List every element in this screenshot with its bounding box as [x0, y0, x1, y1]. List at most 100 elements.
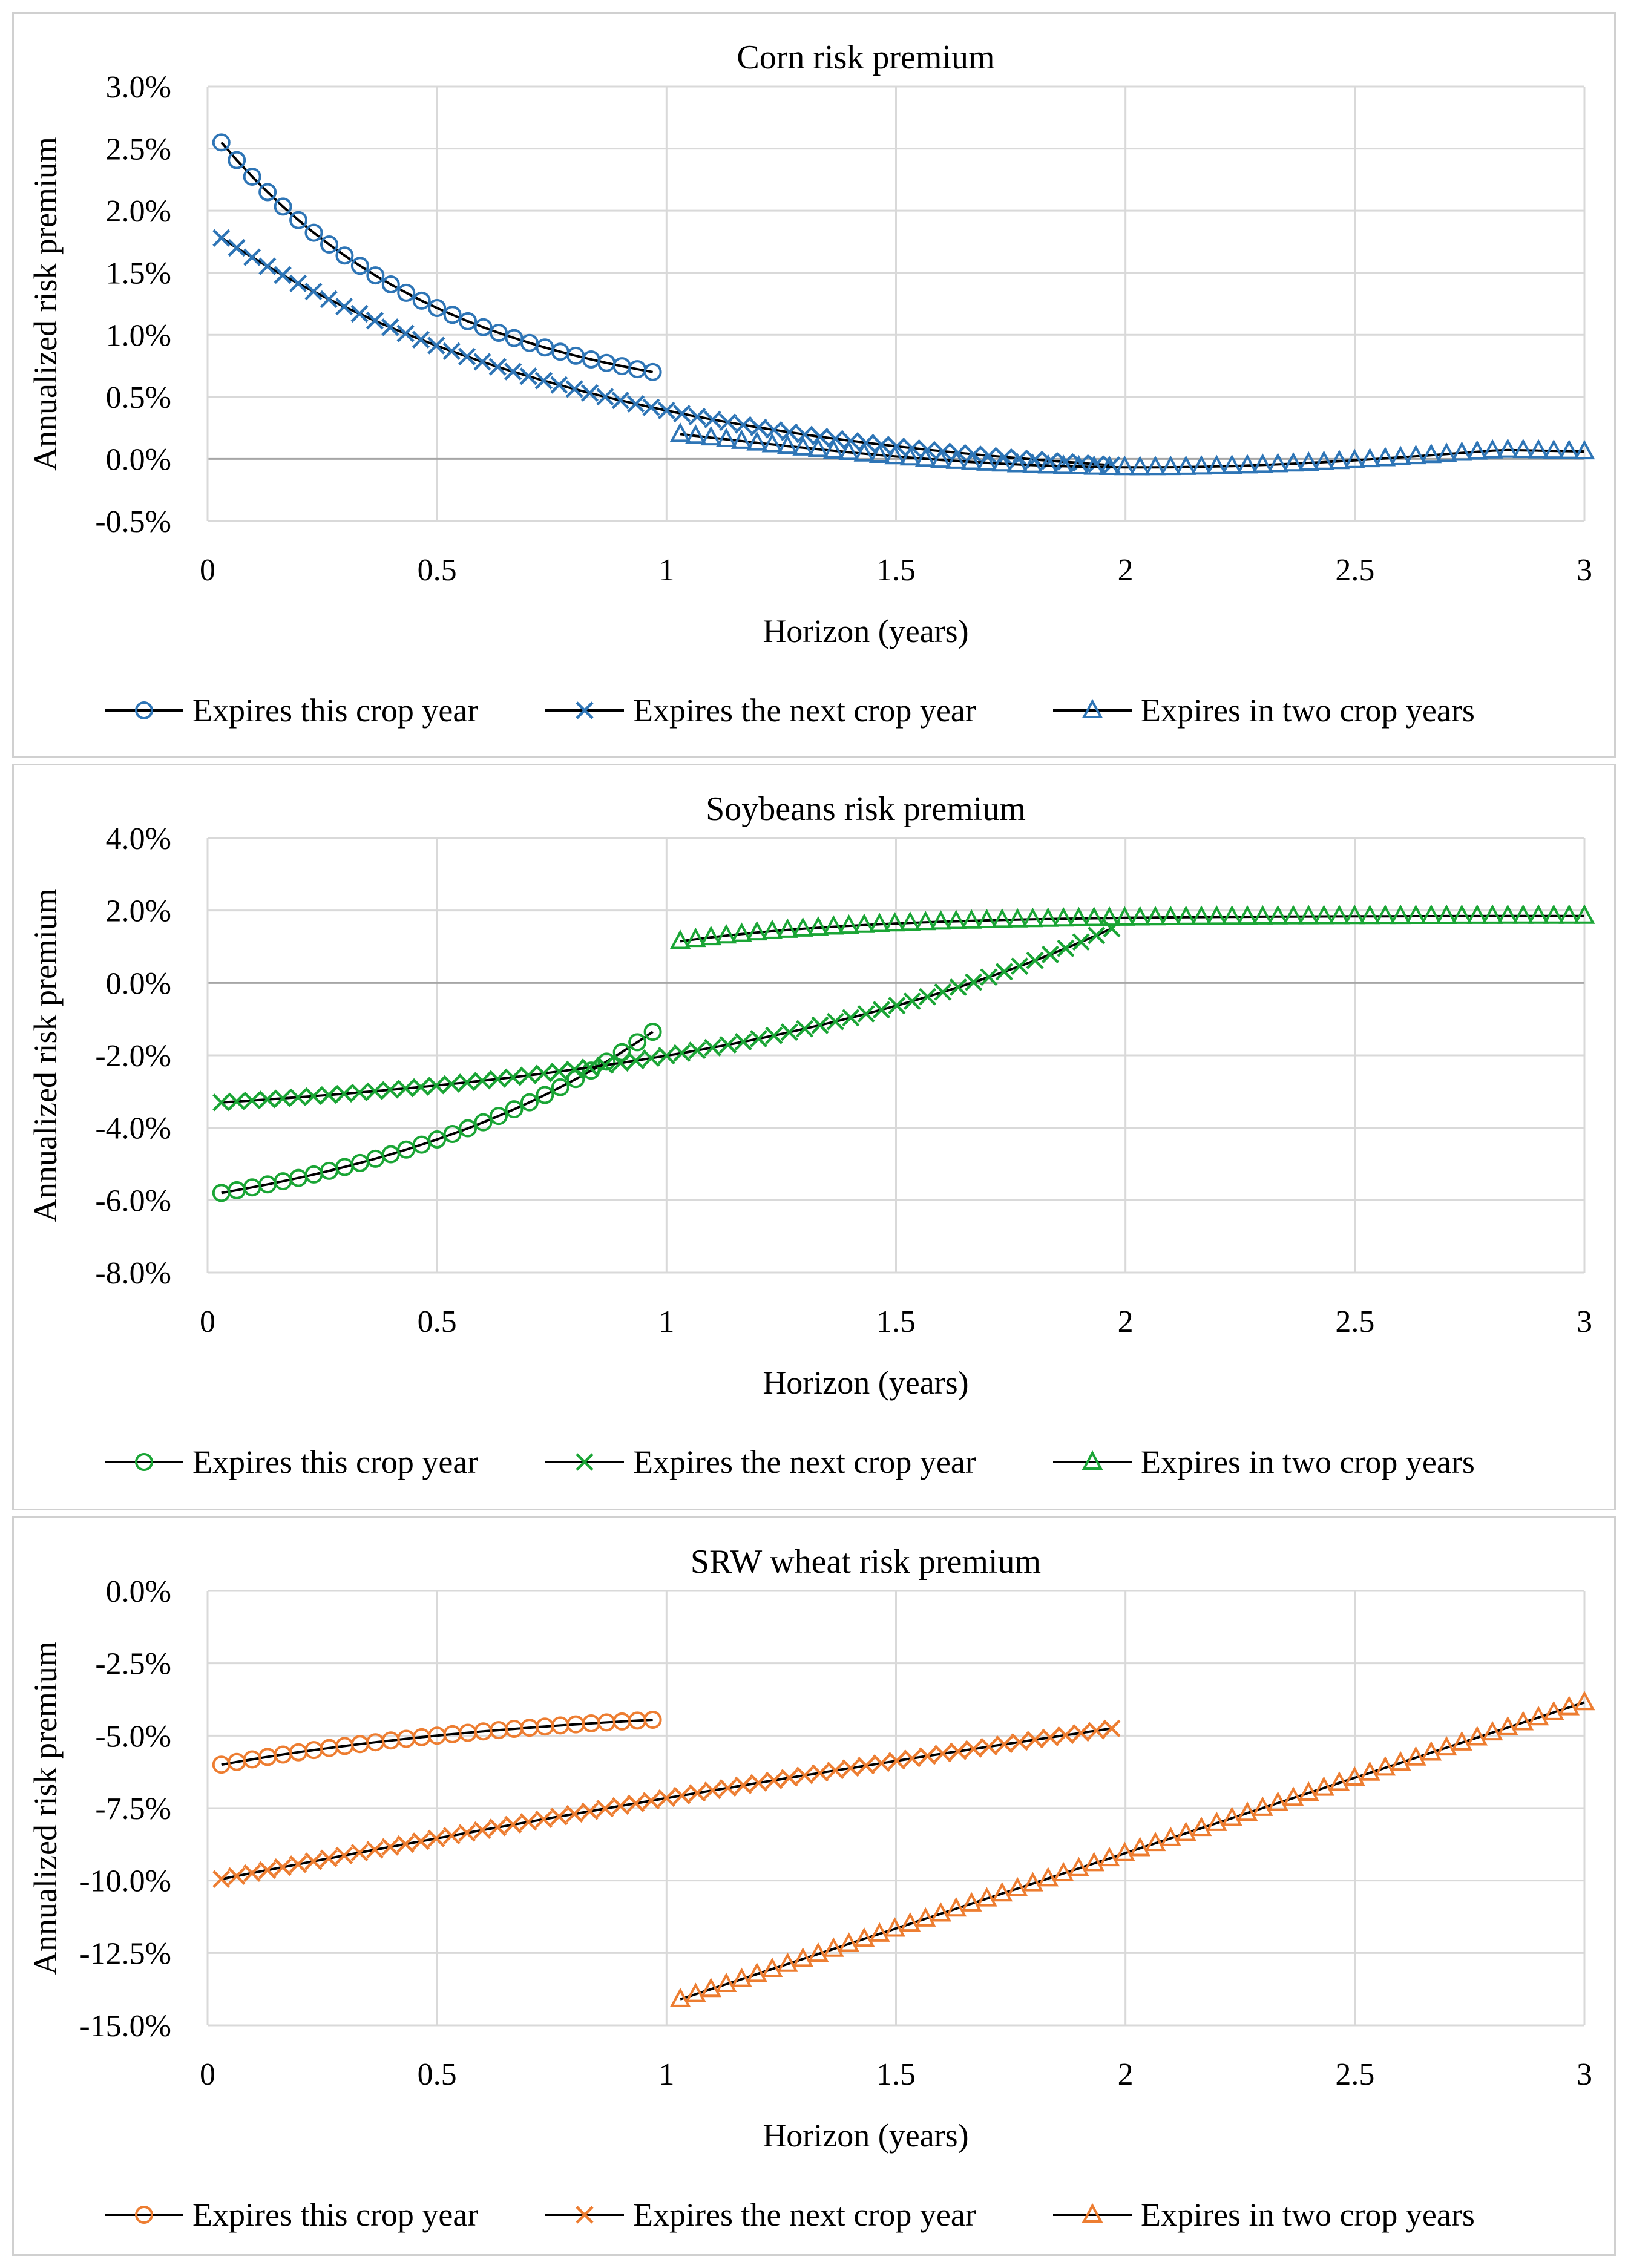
- triangle-marker: [976, 451, 997, 471]
- triangle-marker: [1252, 453, 1273, 473]
- series-line: [680, 1701, 1585, 2001]
- x-marker: [642, 1792, 660, 1810]
- circle-marker: [520, 1093, 539, 1112]
- x-tick-label: 2.5: [1335, 2057, 1374, 2092]
- y-tick-label: -2.5%: [95, 1647, 171, 1682]
- x-marker: [274, 1089, 292, 1107]
- triangle-marker: [746, 1962, 768, 1982]
- triangle-marker: [868, 913, 890, 932]
- triangle-marker: [1359, 447, 1380, 468]
- triangle-marker: [899, 1912, 921, 1932]
- x-marker: [673, 404, 691, 423]
- triangle-marker: [1206, 454, 1227, 474]
- x-marker: [534, 1810, 553, 1829]
- x-marker: [657, 1789, 675, 1808]
- x-marker: [642, 1049, 660, 1067]
- triangle-marker: [685, 927, 706, 948]
- triangle-marker: [838, 441, 859, 460]
- triangle-marker: [1497, 438, 1518, 458]
- y-tick-label: -6.0%: [95, 1184, 171, 1218]
- series-two-crop-years: [669, 904, 1595, 949]
- triangle-marker: [1482, 904, 1503, 924]
- legend-triangle-marker: [1082, 698, 1103, 718]
- triangle-marker: [838, 914, 859, 934]
- x-marker: [289, 1855, 307, 1873]
- x-marker: [519, 367, 537, 385]
- triangle-marker: [1098, 906, 1120, 926]
- triangle-marker: [1574, 439, 1595, 460]
- x-marker: [596, 1800, 614, 1818]
- triangle-marker: [1574, 904, 1595, 924]
- y-tick-label: -10.0%: [79, 1864, 171, 1899]
- legend-circle-marker: [135, 701, 153, 719]
- wheat-chart-panel: SRW wheat risk premium -15.0% -12.5% -10.0%…: [12, 1516, 1616, 2256]
- y-tick-label: -8.0%: [95, 1256, 171, 1291]
- x-marker: [565, 1060, 583, 1078]
- legend-label: Expires the next crop year: [633, 2197, 976, 2233]
- legend: Expires this crop year Expires the next c…: [105, 1444, 1475, 1480]
- circle-marker: [643, 1023, 662, 1041]
- triangle-marker: [807, 1942, 829, 1962]
- x-marker: [488, 358, 507, 376]
- x-marker: [734, 1776, 752, 1794]
- chart-title: SRW wheat risk premium: [691, 1543, 1041, 1581]
- x-marker: [458, 1824, 476, 1842]
- x-marker: [320, 1849, 338, 1867]
- x-marker: [335, 1084, 353, 1103]
- triangle-marker: [700, 1978, 722, 1998]
- triangle-marker: [1405, 1746, 1426, 1766]
- x-marker: [442, 1075, 461, 1093]
- x-marker: [534, 1064, 553, 1083]
- x-marker: [458, 1073, 476, 1092]
- gridlines: [206, 1590, 1586, 2027]
- triangle-marker: [1282, 452, 1304, 472]
- x-marker: [765, 1026, 783, 1044]
- x-tick-label: 2: [1118, 1305, 1134, 1339]
- x-tick-label: 1.5: [876, 1305, 916, 1339]
- circle-marker: [551, 1078, 569, 1096]
- triangle-marker: [1006, 908, 1028, 928]
- x-marker: [1041, 945, 1060, 963]
- legend-item-this-crop-year: Expires this crop year: [105, 692, 478, 729]
- legend-triangle-marker: [1082, 2203, 1103, 2223]
- corn-chart-panel: Corn risk premium -0.5% 0.0% 0.5% 1.0% 1.5% 2.…: [12, 12, 1616, 758]
- legend-label: Expires this crop year: [192, 1444, 478, 1480]
- x-marker: [749, 418, 768, 436]
- x-marker: [980, 968, 998, 986]
- legend: Expires this crop year Expires the next c…: [105, 2197, 1475, 2233]
- x-tick-label: 2: [1118, 2057, 1134, 2092]
- y-tick-label: 0.0%: [106, 1575, 171, 1609]
- legend-label: Expires the next crop year: [633, 692, 976, 729]
- circle-marker: [412, 291, 431, 310]
- x-marker: [366, 312, 384, 330]
- x-marker: [396, 1835, 415, 1853]
- x-tick-label: 0: [200, 1305, 215, 1339]
- triangle-marker: [1052, 1861, 1074, 1882]
- triangle-marker: [731, 429, 752, 449]
- triangle-marker: [1160, 455, 1181, 476]
- x-marker: [796, 1766, 814, 1785]
- x-marker: [980, 1737, 998, 1756]
- triangle-marker: [1512, 904, 1534, 924]
- x-marker: [688, 1784, 706, 1802]
- triangle-marker: [685, 1982, 706, 2002]
- series-this-crop-year: [212, 133, 662, 381]
- x-marker: [304, 1087, 323, 1106]
- x-marker: [396, 324, 415, 342]
- soybeans-chart-panel: Soybeans risk premium -8.0% -6.0% -4.0% -2.0…: [12, 764, 1616, 1510]
- x-marker: [703, 410, 722, 428]
- x-marker: [965, 973, 983, 991]
- x-marker: [796, 425, 814, 444]
- circle-marker: [274, 197, 292, 216]
- x-tick-label: 3: [1577, 2057, 1592, 2092]
- triangle-marker: [1129, 456, 1151, 476]
- x-marker: [842, 1009, 860, 1027]
- triangle-marker: [1068, 906, 1089, 926]
- triangle-marker: [1083, 455, 1105, 475]
- triangle-marker: [1052, 454, 1074, 474]
- x-marker: [396, 1080, 415, 1098]
- series-next-crop-year: [212, 919, 1121, 1112]
- triangle-marker: [1267, 905, 1288, 925]
- triangle-marker: [960, 1892, 982, 1912]
- x-marker: [458, 347, 476, 365]
